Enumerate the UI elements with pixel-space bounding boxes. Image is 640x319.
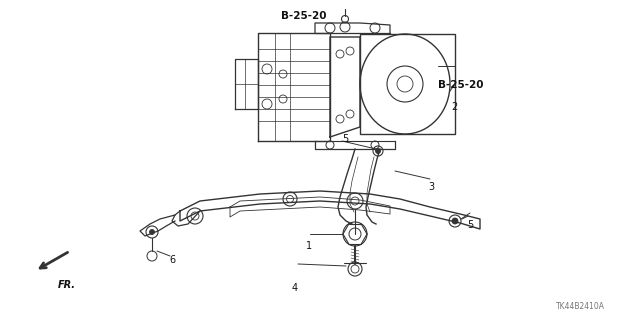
Text: FR.: FR. <box>58 279 76 290</box>
Circle shape <box>452 218 458 224</box>
Text: B-25-20: B-25-20 <box>438 79 484 90</box>
Bar <box>360 34 455 134</box>
Text: B-25-20: B-25-20 <box>281 11 327 21</box>
Text: 4: 4 <box>291 283 298 293</box>
Text: 5: 5 <box>342 134 349 144</box>
Text: 3: 3 <box>429 182 435 192</box>
Circle shape <box>150 229 154 234</box>
Circle shape <box>376 149 381 153</box>
Text: 6: 6 <box>170 255 176 265</box>
Text: 2: 2 <box>451 102 458 112</box>
Text: 1: 1 <box>306 241 312 251</box>
Text: TK44B2410A: TK44B2410A <box>556 302 605 311</box>
Text: 5: 5 <box>467 220 474 230</box>
